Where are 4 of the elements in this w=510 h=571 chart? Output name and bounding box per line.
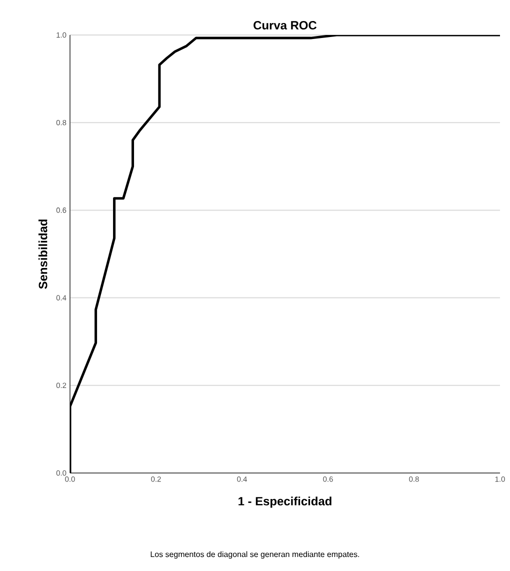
line-series [70, 34, 500, 473]
chart-title: Curva ROC [254, 21, 317, 30]
y-axis-title: Sensibilidad [38, 220, 48, 289]
x-axis-title: 1 - Especificidad [238, 496, 332, 508]
